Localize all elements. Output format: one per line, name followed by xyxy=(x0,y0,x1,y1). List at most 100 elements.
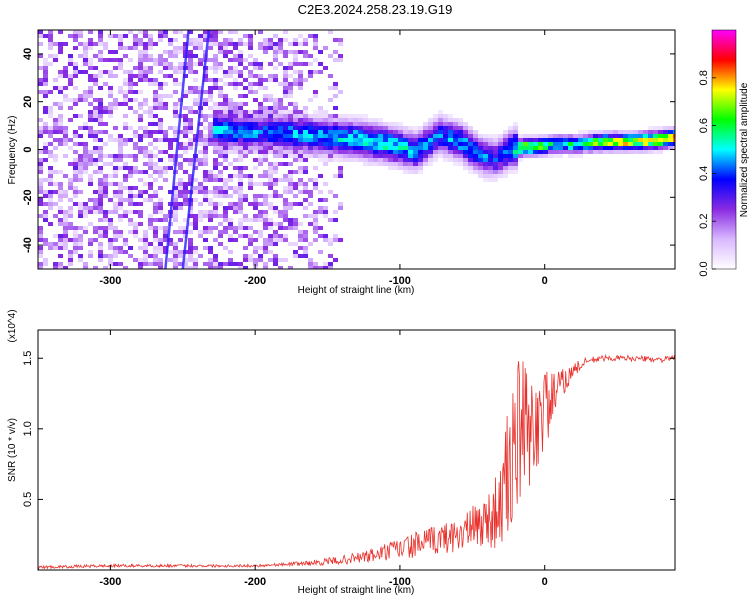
heatmap-cell xyxy=(418,126,423,130)
heatmap-cell xyxy=(158,202,163,206)
heatmap-cell xyxy=(433,134,438,138)
heatmap-cell xyxy=(133,130,138,134)
heatmap-cell xyxy=(223,46,228,50)
heatmap-cell xyxy=(158,34,163,38)
heatmap-cell xyxy=(338,130,343,134)
heatmap-cell xyxy=(143,30,148,34)
heatmap-cell xyxy=(78,162,83,166)
heatmap-cell xyxy=(238,122,243,126)
heatmap-cell xyxy=(133,98,138,102)
heatmap-cell xyxy=(58,30,63,34)
heatmap-cell xyxy=(258,106,263,110)
heatmap-cell xyxy=(388,150,393,154)
heatmap-cell xyxy=(288,42,293,46)
heatmap-cell xyxy=(288,226,293,230)
spectrogram-x-ticks: -300 -200 -100 0 xyxy=(99,30,548,287)
heatmap-cell xyxy=(298,238,303,242)
heatmap-cell xyxy=(113,226,118,230)
heatmap-cell xyxy=(103,234,108,238)
heatmap-cell xyxy=(93,190,98,194)
heatmap-cell xyxy=(468,130,473,134)
heatmap-cell xyxy=(88,46,93,50)
heatmap-cell xyxy=(373,158,378,162)
heatmap-cell xyxy=(213,102,218,106)
heatmap-cell xyxy=(393,158,398,162)
heatmap-cell xyxy=(368,162,373,166)
heatmap-cell xyxy=(658,126,663,130)
heatmap-cell xyxy=(468,142,473,146)
heatmap-cell xyxy=(243,114,248,118)
heatmap-cell xyxy=(208,230,213,234)
heatmap-cell xyxy=(318,210,323,214)
heatmap-cell xyxy=(448,146,453,150)
heatmap-cell xyxy=(178,254,183,258)
heatmap-cell xyxy=(463,158,468,162)
heatmap-cell xyxy=(268,222,273,226)
heatmap-cell xyxy=(318,206,323,210)
heatmap-cell xyxy=(233,46,238,50)
heatmap-cell xyxy=(313,118,318,122)
heatmap-cell xyxy=(218,178,223,182)
heatmap-cell xyxy=(283,210,288,214)
heatmap-cell xyxy=(48,90,53,94)
heatmap-cell xyxy=(93,42,98,46)
colorbar-tick-label: 0.4 xyxy=(698,166,710,181)
heatmap-cell xyxy=(218,266,223,269)
heatmap-cell xyxy=(438,146,443,150)
heatmap-cell xyxy=(528,142,533,146)
heatmap-cell xyxy=(218,110,223,114)
heatmap-cell xyxy=(93,98,98,102)
heatmap-cell xyxy=(188,62,193,66)
heatmap-cell xyxy=(58,86,63,90)
heatmap-cell xyxy=(283,106,288,110)
heatmap-cell xyxy=(328,262,333,266)
heatmap-cell xyxy=(293,194,298,198)
heatmap-cell xyxy=(248,258,253,262)
heatmap-cell xyxy=(203,262,208,266)
heatmap-cell xyxy=(238,186,243,190)
heatmap-cell xyxy=(88,182,93,186)
heatmap-cell xyxy=(313,90,318,94)
heatmap-cell xyxy=(248,138,253,142)
heatmap-cell xyxy=(323,154,328,158)
heatmap-cell xyxy=(313,262,318,266)
heatmap-cell xyxy=(483,142,488,146)
heatmap-cell xyxy=(128,190,133,194)
heatmap-cell xyxy=(453,158,458,162)
heatmap-cell xyxy=(243,118,248,122)
heatmap-cell xyxy=(98,166,103,170)
heatmap-cell xyxy=(63,98,68,102)
heatmap-cell xyxy=(58,70,63,74)
heatmap-cell xyxy=(103,162,108,166)
heatmap-cell xyxy=(218,202,223,206)
heatmap-cell xyxy=(98,158,103,162)
heatmap-cell xyxy=(223,38,228,42)
heatmap-cell xyxy=(283,202,288,206)
heatmap-cell xyxy=(218,102,223,106)
heatmap-cell xyxy=(398,158,403,162)
heatmap-cell xyxy=(648,130,653,134)
heatmap-cell xyxy=(118,190,123,194)
heatmap-cell xyxy=(203,170,208,174)
heatmap-cell xyxy=(338,90,343,94)
heatmap-cell xyxy=(213,122,218,126)
heatmap-cell xyxy=(568,142,573,146)
heatmap-cell xyxy=(163,150,168,154)
heatmap-cell xyxy=(58,234,63,238)
heatmap-cell xyxy=(263,38,268,42)
heatmap-cell xyxy=(128,254,133,258)
heatmap-cell xyxy=(173,138,178,142)
heatmap-cell xyxy=(363,122,368,126)
heatmap-cell xyxy=(653,126,658,130)
heatmap-cell xyxy=(263,150,268,154)
heatmap-cell xyxy=(123,214,128,218)
heatmap-cell xyxy=(128,58,133,62)
heatmap-cell xyxy=(263,142,268,146)
heatmap-cell xyxy=(298,154,303,158)
heatmap-cell xyxy=(583,138,588,142)
heatmap-cell xyxy=(213,142,218,146)
heatmap-cell xyxy=(403,162,408,166)
heatmap-cell xyxy=(483,170,488,174)
heatmap-cell xyxy=(188,250,193,254)
heatmap-cell xyxy=(238,38,243,42)
